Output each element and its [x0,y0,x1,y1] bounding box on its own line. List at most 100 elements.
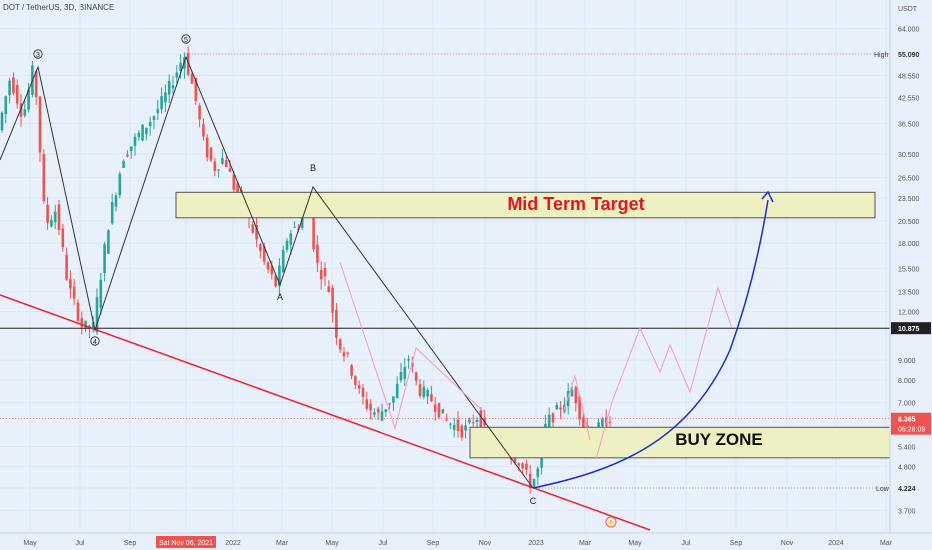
candle-body [213,161,217,171]
candle-body [380,411,384,421]
candle-body [525,463,528,470]
y-tick-label: 15.500 [898,266,920,273]
pink-path [595,286,733,460]
candle-body [392,396,395,403]
candle-body [99,279,103,308]
zone-label: BUY ZONE [675,430,763,449]
candle-body [532,478,536,487]
y-tick-label: 18.000 [898,241,920,248]
x-tick-label: Nov [781,540,794,547]
zone-rect [175,191,876,219]
wave-label: 3 [36,52,40,59]
projection-arrow [761,190,774,203]
candle-body [551,413,555,423]
y-axis-panel [890,0,932,550]
y-tick-label: 64.000 [898,27,920,34]
x-tick-label: Jul [379,540,388,547]
candle-body [84,320,87,329]
candle-body [228,168,232,172]
candle-body [38,96,42,153]
candle-body [555,405,559,410]
candle-body [426,390,429,397]
candle-body [179,63,182,72]
candle-body [46,204,49,223]
candle-body [266,262,270,270]
candle-body [365,399,369,409]
candle-body [148,122,152,126]
candle-body [251,224,255,233]
x-tick-label: Jul [682,540,691,547]
candle-body [357,385,361,389]
candle-body [289,233,293,245]
candle-body [224,159,228,167]
level-price-label-bg [891,322,931,335]
candle-body [338,339,342,350]
candle-body [361,387,365,397]
candle-body [460,425,464,438]
candle-body [221,157,224,164]
x-tick-label: May [628,540,642,547]
candle-body [255,225,258,240]
candle-body [376,408,380,413]
y-tick-label: 3.700 [898,508,916,515]
x-tick-label: 2023 [528,540,544,547]
y-tick-label: 5.400 [898,444,916,451]
y-tick-label: 4.800 [898,464,916,471]
candle-body [164,92,167,103]
candle-body [452,424,456,430]
candle-body [23,109,27,116]
x-tick-label: Nov [479,540,492,547]
candle-body [346,352,350,354]
countdown-label: 06:28:09 [898,427,925,434]
candle-body [319,269,323,280]
lightning-glyph: ⚡ [606,517,616,527]
y-tick-label: 20.500 [898,219,920,226]
candle-body [72,286,76,299]
x-tick-label: Sep [124,540,137,547]
x-tick-label: May [325,540,339,547]
candle-body [471,422,475,424]
current-price-bg [891,412,931,435]
candle-body [152,116,156,121]
candle-body [323,267,327,277]
candle-body [316,244,319,264]
low-price-label: 4.224 [898,486,916,493]
x-axis-panel [0,533,932,550]
candle-body [50,219,53,227]
candle-body [262,246,266,262]
candle-body [114,195,118,207]
y-tick-label: 48.550 [898,73,920,80]
candle-body [129,146,133,151]
candle-body [407,359,410,361]
candle-body [57,204,61,230]
candle-body [103,244,106,273]
candle-body [34,71,38,97]
candle-body [217,169,220,171]
x-tick-label: May [23,540,37,547]
x-tick-label: Mar [276,540,289,547]
y-tick-label: 23.500 [898,196,920,203]
candle-body [12,77,15,94]
candle-body [61,228,65,248]
candle-body [578,396,581,420]
candle-body [27,89,30,110]
candle-body [335,309,338,338]
zones [175,191,894,459]
candle-body [186,53,190,75]
y-tick-label: 36.500 [898,122,920,129]
candle-body [194,77,198,101]
candle-body [190,73,194,84]
candle-body [259,244,262,252]
candle-body [464,425,467,431]
wave-label: B [310,163,316,173]
candle-body [373,412,376,415]
wave-path [0,55,534,489]
candle-body [236,183,239,196]
candle-body [517,463,521,466]
high-price-label-bg [891,48,931,60]
wave-label: C [530,496,537,506]
candle-body [422,386,426,398]
candle-body [160,96,163,110]
x-tick-label: Sep [730,540,743,547]
